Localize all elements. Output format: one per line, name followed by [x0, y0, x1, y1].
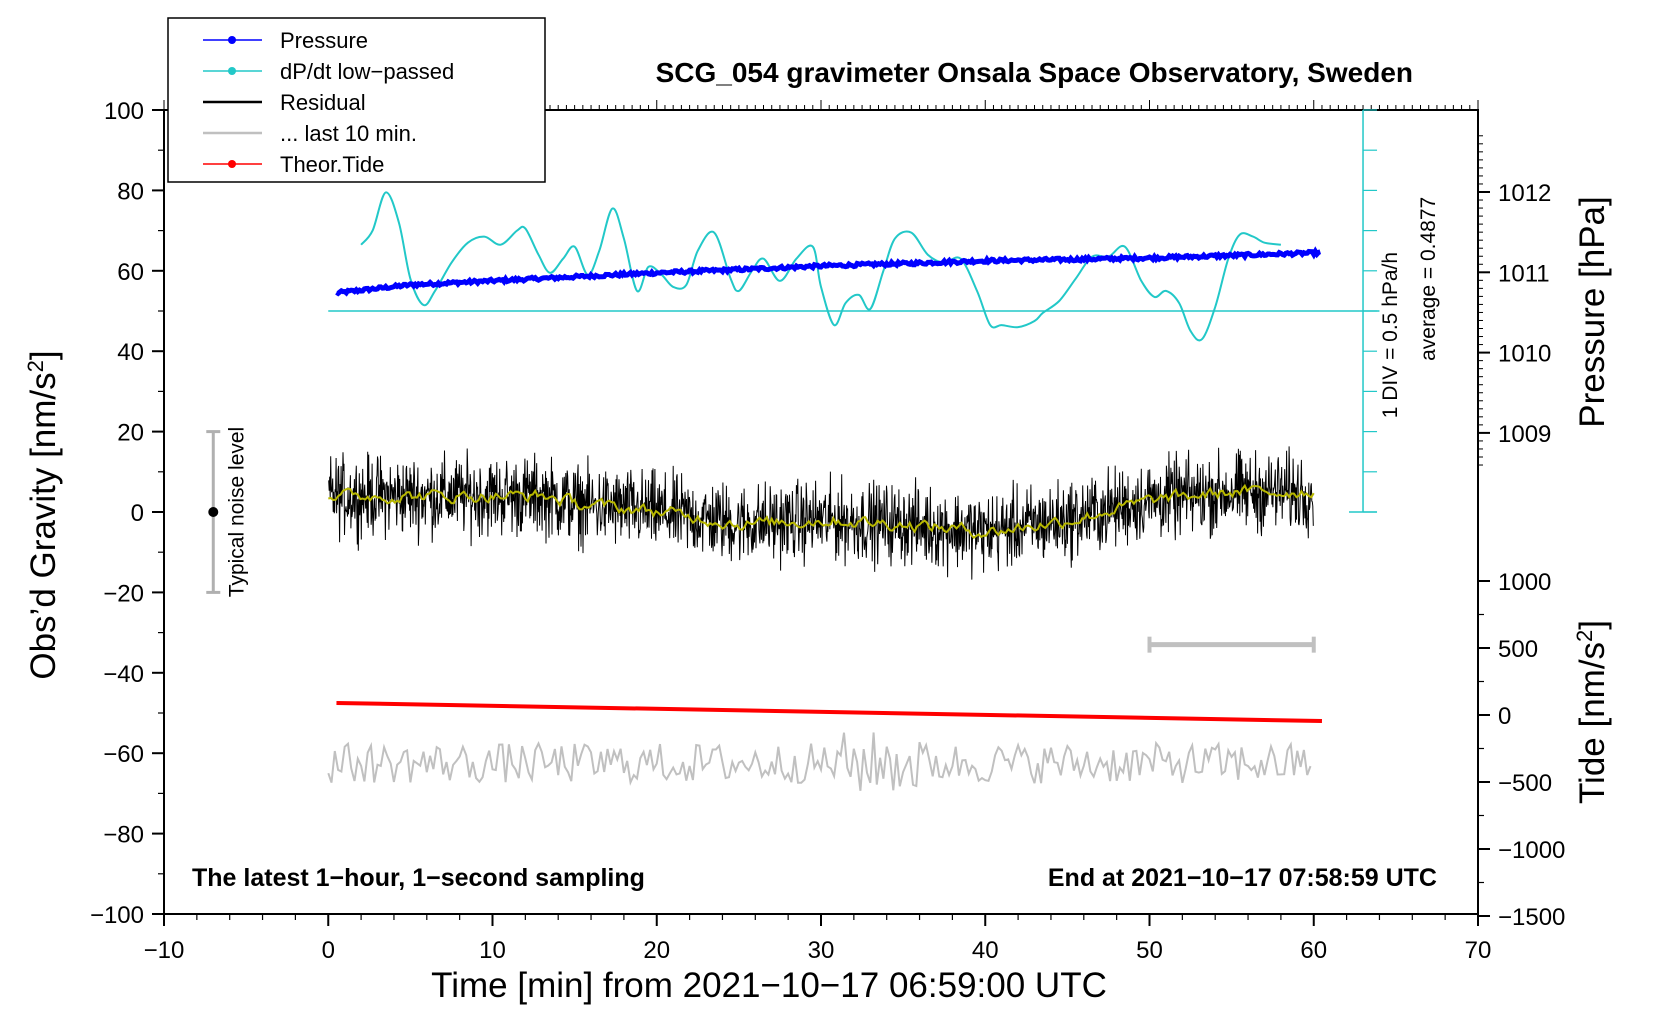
- x-axis-ticks: −10 0 10 20 30 40 50 60 70: [144, 914, 1492, 964]
- x-tick-label: 30: [808, 937, 835, 964]
- x-tick-label: 10: [479, 937, 506, 964]
- y-tick-label: 0: [131, 500, 144, 527]
- tide-tick-label: 500: [1498, 636, 1538, 663]
- series-residual-smooth-line: [328, 483, 1315, 540]
- x-axis-label: Time [min] from 2021−10−17 06:59:00 UTC: [431, 966, 1107, 1005]
- legend-label: ... last 10 min.: [280, 121, 417, 146]
- tide-tick-label: 0: [1498, 703, 1511, 730]
- dpdt-scale-label: 1 DIV = 0.5 hPa/h: [1379, 252, 1402, 418]
- x-tick-label: 50: [1136, 937, 1163, 964]
- y-tick-label: −20: [103, 580, 144, 607]
- pressure-tick-label: 1012: [1498, 180, 1551, 207]
- note-right: End at 2021−10−17 07:58:59 UTC: [1048, 864, 1437, 892]
- y-axis-tide-ticks: 1000 500 0 −500 −1000 −1500: [1478, 569, 1565, 931]
- y-axis-pressure-ticks: 1012 1011 1010 1009: [1478, 135, 1551, 466]
- legend-box: [167, 17, 546, 183]
- y-axis-left-ticks: 100 80 60 40 20 0 −20 −40 −60 −80 −100: [90, 98, 164, 929]
- pressure-tick-label: 1011: [1498, 260, 1550, 287]
- y-axis-tide-label-sup: 2: [1572, 630, 1597, 642]
- legend-label: Theor.Tide: [280, 152, 384, 177]
- y-tick-label: −60: [103, 741, 144, 768]
- x-tick-label: 0: [322, 937, 335, 964]
- note-left: The latest 1−hour, 1−second sampling: [192, 864, 645, 892]
- noise-level-bar: [206, 430, 221, 594]
- y-tick-label: 20: [117, 420, 144, 447]
- x-tick-label: 20: [643, 937, 670, 964]
- x-tick-label: 60: [1300, 937, 1327, 964]
- y-axis-tide-label-text: Tide [nm/s: [1573, 642, 1612, 804]
- legend-marker: [228, 160, 236, 168]
- pressure-tick-label: 1009: [1498, 421, 1551, 448]
- series-pressure-line: [335, 246, 1322, 297]
- legend: Pressure dP/dt low−passed Residual ... last…: [203, 28, 454, 177]
- tide-tick-label: −1000: [1498, 837, 1565, 864]
- legend-label: dP/dt low−passed: [280, 59, 454, 84]
- chart-title: SCG_054 gravimeter Onsala Space Observat…: [656, 57, 1413, 88]
- y-axis-tide-label: Tide [nm/s2]: [1572, 620, 1612, 804]
- y-axis-pressure-label: Pressure [hPa]: [1573, 196, 1612, 428]
- series-tide-line: [336, 700, 1322, 724]
- y-tick-label: −80: [103, 822, 144, 849]
- legend-label: Residual: [280, 90, 366, 115]
- last10-range-bar: [1147, 636, 1316, 653]
- noise-level-label: Typical noise level: [225, 427, 248, 597]
- series-last10-line: [327, 732, 1312, 791]
- y-axis-left-label-sup: 2: [23, 360, 48, 372]
- y-tick-label: 80: [117, 178, 144, 205]
- series-residual-line: [328, 446, 1314, 580]
- y-axis-tide-label-end: ]: [1573, 620, 1612, 630]
- x-tick-label: 40: [972, 937, 999, 964]
- y-tick-label: 60: [117, 259, 144, 286]
- dpdt-average-label: average = 0.4877: [1417, 197, 1440, 361]
- y-tick-label: 40: [117, 339, 144, 366]
- y-tick-label: 100: [104, 98, 144, 125]
- legend-label: Pressure: [280, 28, 368, 53]
- tide-tick-label: −500: [1498, 770, 1552, 797]
- tide-tick-label: −1500: [1498, 904, 1565, 931]
- x-tick-label: 70: [1465, 937, 1492, 964]
- y-tick-label: −100: [90, 902, 144, 929]
- x-tick-label: −10: [144, 937, 185, 964]
- series-dpdt-line: [360, 191, 1282, 342]
- legend-marker: [228, 67, 236, 75]
- pressure-tick-label: 1010: [1498, 341, 1551, 368]
- y-axis-left-label: Obs’d Gravity [nm/s2]: [23, 350, 63, 679]
- tide-tick-label: 1000: [1498, 569, 1551, 596]
- y-tick-label: −40: [103, 661, 144, 688]
- legend-marker: [228, 36, 236, 44]
- y-axis-left-label-end: ]: [24, 350, 63, 360]
- noise-bar-center-dot: [208, 507, 219, 517]
- y-axis-left-label-text: Obs’d Gravity [nm/s: [24, 372, 63, 679]
